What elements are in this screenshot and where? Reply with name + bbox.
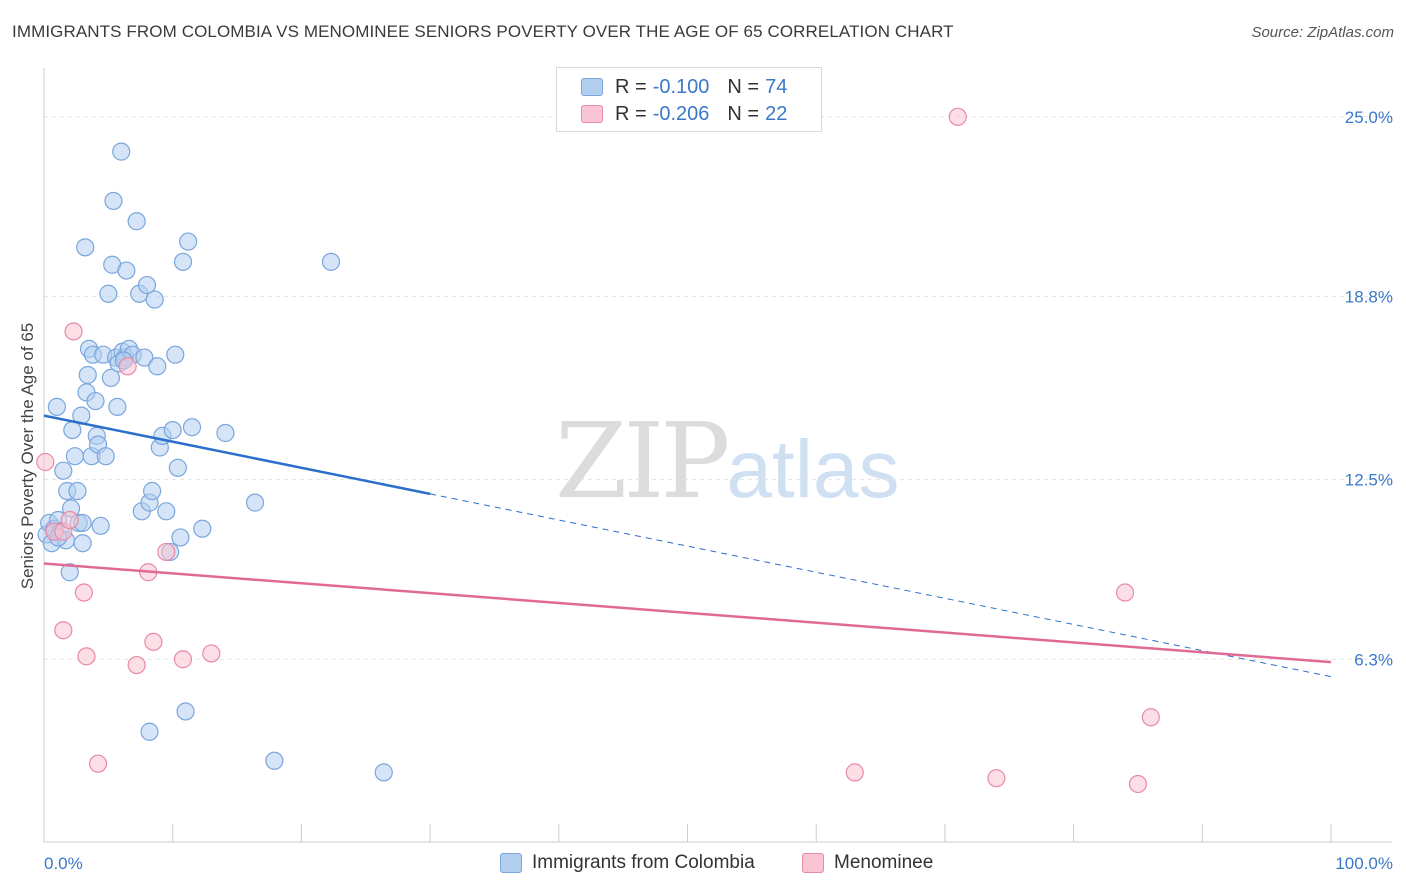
- menominee-swatch: [581, 105, 603, 123]
- menominee-point: [36, 452, 55, 472]
- colombia-point: [157, 502, 176, 521]
- colombia-point: [112, 142, 131, 161]
- y-tick-label: 25.0%: [1345, 108, 1393, 127]
- colombia-point: [321, 252, 341, 271]
- colombia-trend-extension: [430, 493, 1332, 678]
- y-tick-label: 6.3%: [1354, 650, 1393, 669]
- colombia-point: [91, 516, 110, 535]
- colombia-point: [68, 481, 87, 501]
- colombia-point: [140, 722, 159, 741]
- menominee-point: [64, 322, 83, 341]
- n-value: 74: [765, 75, 788, 98]
- menominee-point: [157, 542, 176, 562]
- colombia-point: [173, 252, 193, 271]
- colombia-point: [65, 447, 84, 466]
- colombia-point: [127, 212, 146, 231]
- colombia-point: [245, 493, 265, 512]
- r-value: -0.100: [652, 75, 710, 98]
- colombia-point: [47, 397, 66, 416]
- colombia-point: [99, 284, 118, 303]
- colombia-legend-swatch: [500, 853, 522, 873]
- colombia-point: [135, 348, 154, 367]
- colombia-point: [54, 461, 73, 480]
- colombia-point: [143, 481, 162, 501]
- menominee-point: [77, 647, 96, 666]
- colombia-point: [108, 397, 127, 416]
- colombia-point: [171, 528, 190, 547]
- legend-label-menominee: Menominee: [834, 852, 934, 873]
- colombia-point: [168, 458, 187, 477]
- colombia-point: [104, 191, 123, 211]
- menominee-point: [1128, 774, 1148, 794]
- y-tick-label: 18.8%: [1345, 288, 1393, 307]
- colombia-point: [374, 763, 393, 782]
- colombia-point: [182, 418, 202, 437]
- colombia-point: [163, 420, 182, 440]
- legend-item-colombia: Immigrants from Colombia: [500, 852, 755, 874]
- colombia-point: [179, 232, 198, 251]
- menominee-point: [987, 769, 1006, 788]
- stats-legend: R = -0.100 N = 74 R = -0.206 N = 22: [556, 67, 822, 132]
- menominee-point: [127, 655, 146, 675]
- menominee-point: [144, 632, 163, 651]
- n-value: 22: [765, 102, 788, 125]
- menominee-point: [60, 510, 79, 530]
- menominee-legend-swatch: [802, 853, 824, 873]
- colombia-point: [117, 261, 136, 280]
- series-legend: Immigrants from Colombia Menominee: [0, 852, 1406, 878]
- colombia-point: [166, 345, 185, 364]
- watermark-zip: ZIP: [555, 400, 730, 522]
- colombia-point: [96, 447, 115, 466]
- menominee-trend-line: [43, 562, 1332, 664]
- colombia-point: [216, 423, 235, 443]
- colombia-point: [137, 275, 157, 295]
- menominee-point: [202, 644, 221, 663]
- colombia-point: [60, 563, 79, 582]
- source-label: Source: ZipAtlas.com: [1251, 24, 1394, 41]
- x-tick-label-max: 100.0%: [1335, 854, 1393, 873]
- stats-legend-row-menominee: R = -0.206 N = 22: [581, 102, 787, 126]
- colombia-point: [176, 702, 195, 721]
- colombia-swatch: [581, 78, 603, 96]
- menominee-point: [1141, 708, 1160, 727]
- stats-legend-row-colombia: R = -0.100 N = 74: [581, 75, 787, 99]
- menominee-point: [118, 357, 137, 376]
- y-tick-label: 12.5%: [1345, 470, 1393, 489]
- colombia-point: [193, 519, 212, 538]
- r-label: R =: [615, 102, 647, 125]
- chart-title: IMMIGRANTS FROM COLOMBIA VS MENOMINEE SE…: [12, 22, 954, 41]
- colombia-point: [78, 365, 97, 385]
- colombia-point: [148, 357, 167, 376]
- legend-item-menominee: Menominee: [802, 852, 933, 874]
- colombia-point: [86, 391, 105, 411]
- menominee-point: [88, 754, 108, 773]
- menominee-point: [845, 763, 864, 782]
- n-label: N =: [727, 75, 760, 98]
- colombia-point: [265, 751, 284, 770]
- colombia-trend-line: [43, 414, 431, 496]
- colombia-point: [101, 368, 121, 387]
- r-label: R =: [615, 75, 647, 98]
- legend-label-colombia: Immigrants from Colombia: [532, 852, 755, 873]
- menominee-point: [74, 583, 93, 602]
- menominee-point: [948, 107, 967, 126]
- colombia-point: [73, 534, 92, 553]
- colombia-point: [76, 238, 95, 257]
- menominee-point: [173, 650, 193, 669]
- menominee-point: [54, 621, 73, 640]
- x-tick-label-min: 0.0%: [44, 854, 83, 873]
- colombia-point: [145, 290, 164, 309]
- r-value: -0.206: [652, 102, 710, 125]
- watermark: ZIPatlas: [555, 400, 900, 522]
- watermark-atlas: atlas: [726, 424, 900, 515]
- n-label: N =: [727, 102, 760, 125]
- menominee-point: [1115, 583, 1135, 602]
